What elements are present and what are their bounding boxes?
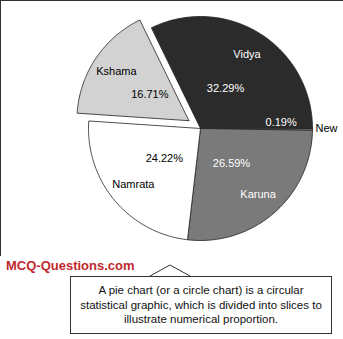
- html-text:A pie chart (or a circle chart: A pie chart (or a circle chart) is a cir…: [80, 283, 322, 326]
- svg-text:0.19%: 0.19%: [266, 116, 297, 128]
- svg-text:Namrata: Namrata: [112, 178, 155, 190]
- svg-text:Kshama: Kshama: [96, 65, 137, 77]
- svg-text:26.59%: 26.59%: [213, 157, 251, 169]
- svg-text:Karuna: Karuna: [240, 188, 276, 200]
- svg-text:24.22%: 24.22%: [146, 152, 184, 164]
- html-text:MCQ-Questions.com: MCQ-Questions.com: [6, 258, 135, 273]
- svg-text:New: New: [316, 122, 338, 134]
- svg-text:Vidya: Vidya: [233, 48, 261, 60]
- svg-text:16.71%: 16.71%: [131, 88, 169, 100]
- svg-text:32.29%: 32.29%: [207, 82, 245, 94]
